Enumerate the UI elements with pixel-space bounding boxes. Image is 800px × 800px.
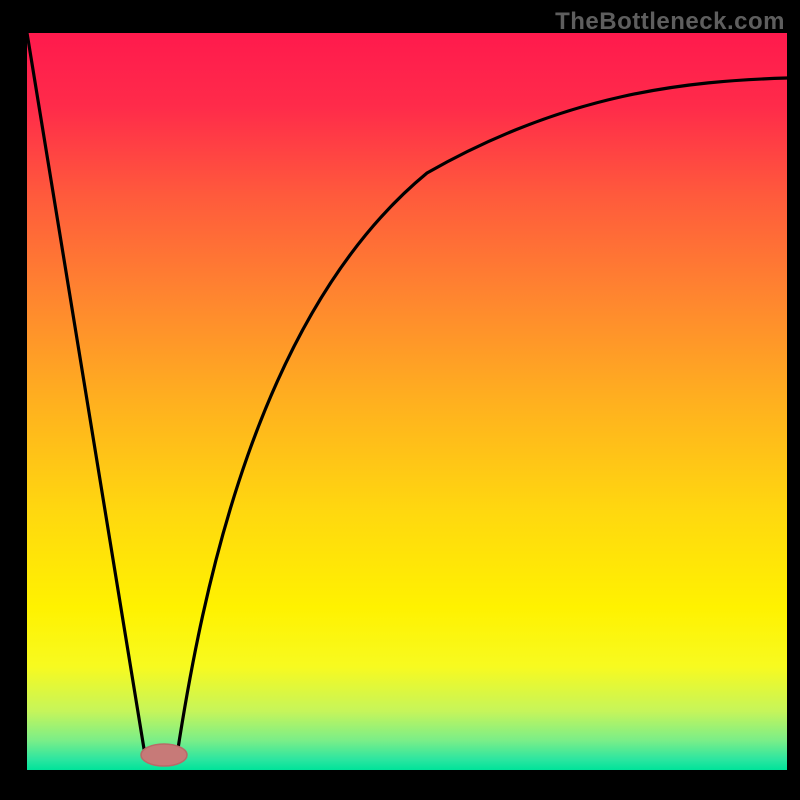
watermark-text: TheBottleneck.com: [555, 8, 785, 36]
plot-area: [27, 33, 787, 770]
chart-container: TheBottleneck.com: [0, 0, 800, 800]
dip-marker: [141, 744, 187, 766]
plot-background: [27, 33, 787, 770]
plot-svg: [27, 33, 787, 770]
